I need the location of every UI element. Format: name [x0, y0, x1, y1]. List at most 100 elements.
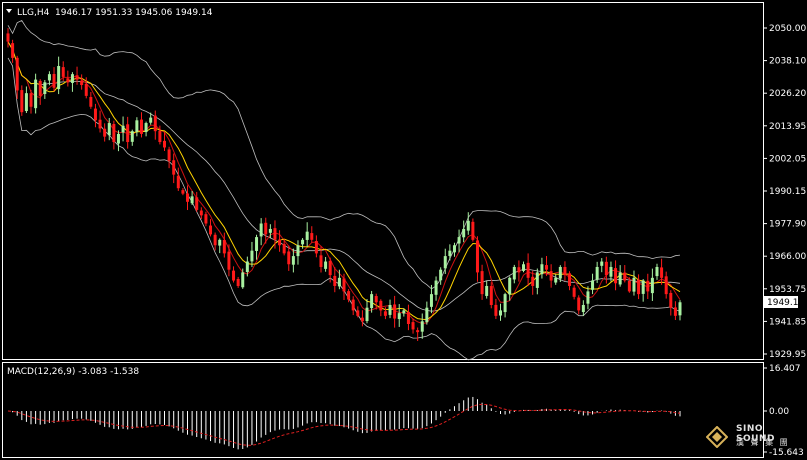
- candle-body: [126, 124, 130, 143]
- candle-body: [218, 239, 222, 246]
- candle-body: [452, 245, 456, 253]
- candle-body: [429, 294, 433, 307]
- candle-body: [397, 313, 401, 320]
- candle-body: [328, 260, 332, 276]
- candle-body: [383, 311, 387, 316]
- price-panel-frame: [2, 2, 764, 360]
- bollinger-middle: [7, 41, 681, 312]
- candle-body: [448, 250, 452, 256]
- candle-body: [167, 149, 171, 162]
- candle-body: [489, 286, 493, 305]
- candle-body: [241, 272, 245, 288]
- candle-body: [439, 269, 443, 281]
- candle-body: [485, 285, 489, 296]
- candle-body: [333, 275, 337, 286]
- candle-body: [494, 304, 498, 316]
- candle-body: [314, 241, 318, 254]
- macd-histogram: [7, 396, 681, 450]
- candle-body: [70, 74, 74, 83]
- candle-body: [172, 160, 176, 175]
- ma-fast-line: [7, 41, 681, 321]
- macd-tick-label: 16.407: [769, 364, 801, 374]
- candle-body: [480, 271, 484, 295]
- candle-body: [457, 237, 461, 244]
- dropdown-triangle-icon[interactable]: [6, 9, 12, 13]
- macd-tick-label: 0.00: [769, 407, 789, 417]
- price-tick-label: 2050.00: [769, 24, 806, 34]
- candle-body: [535, 272, 539, 288]
- candle-body: [443, 256, 447, 269]
- candle-body: [149, 117, 153, 123]
- price-tick-label: 2013.95: [769, 122, 806, 132]
- price-tick-label: 2026.20: [769, 89, 806, 99]
- candle-body: [406, 311, 410, 324]
- candle-body: [650, 277, 654, 294]
- candle-body: [623, 272, 627, 281]
- candle-body: [549, 271, 553, 281]
- candle-body: [351, 299, 355, 311]
- candle-body: [669, 292, 673, 308]
- candle-body: [462, 228, 466, 238]
- candle-body: [75, 75, 79, 80]
- candle-body: [305, 231, 309, 240]
- candle-body: [531, 276, 535, 286]
- candle-body: [232, 270, 236, 281]
- bollinger-lower: [7, 57, 681, 361]
- macd-panel-frame: [2, 362, 764, 458]
- candle-body: [641, 280, 645, 294]
- candle-body: [158, 130, 162, 143]
- logo-text-cn: 漢 聲 集 團: [736, 438, 790, 447]
- bollinger-upper: [7, 19, 681, 290]
- candle-body: [278, 239, 282, 246]
- price-tick-label: 2002.05: [769, 154, 806, 164]
- candle-body: [47, 74, 51, 81]
- candle-body: [554, 277, 558, 283]
- candle-body: [255, 237, 259, 251]
- candle-body: [337, 277, 341, 287]
- candle-body: [259, 223, 263, 237]
- candle-body: [365, 307, 369, 322]
- price-tick-label: 1990.15: [769, 187, 806, 197]
- candle-body: [508, 277, 512, 295]
- candle-body: [595, 266, 599, 280]
- candle-body: [604, 261, 608, 276]
- candle-body: [222, 240, 226, 254]
- candle-body: [347, 291, 351, 300]
- candle-body: [434, 280, 438, 295]
- candle-body: [6, 33, 10, 42]
- candle-body: [103, 128, 107, 137]
- candle-body: [655, 266, 659, 277]
- candle-body: [503, 294, 507, 313]
- candle-body: [402, 310, 406, 314]
- macd-tick-label: -15.643: [769, 448, 804, 458]
- candle-body: [632, 277, 636, 292]
- candle-body: [324, 261, 328, 269]
- candle-body: [52, 73, 56, 88]
- candle-body: [664, 276, 668, 295]
- candle-body: [581, 304, 585, 313]
- price-tick-label: 2038.10: [769, 57, 806, 67]
- candle-body: [29, 93, 33, 107]
- candle-body: [600, 261, 604, 266]
- price-axis: 2050.00 2038.10 2026.20 2013.95 2002.05 1990.…: [763, 24, 806, 360]
- candle-body: [627, 280, 631, 292]
- candle-body: [572, 287, 576, 297]
- candle-body: [637, 279, 641, 295]
- price-tick-label: 1941.85: [769, 317, 806, 327]
- candle-body: [38, 80, 42, 96]
- candle-body: [673, 307, 677, 316]
- candle-body: [301, 239, 305, 245]
- candle-body: [84, 83, 88, 96]
- candle-body: [425, 307, 429, 323]
- candle-body: [563, 266, 567, 276]
- candle-body: [264, 222, 268, 235]
- candle-body: [591, 280, 595, 290]
- candle-body: [204, 214, 208, 224]
- candle-body: [162, 140, 166, 148]
- diamond-logo-icon: [706, 426, 728, 448]
- candle-body: [558, 266, 562, 279]
- ohlc-values: 1946.17 1951.33 1945.06 1949.14: [55, 8, 213, 18]
- candle-body: [420, 321, 424, 332]
- candle-body: [176, 175, 180, 189]
- candle-body: [116, 133, 120, 144]
